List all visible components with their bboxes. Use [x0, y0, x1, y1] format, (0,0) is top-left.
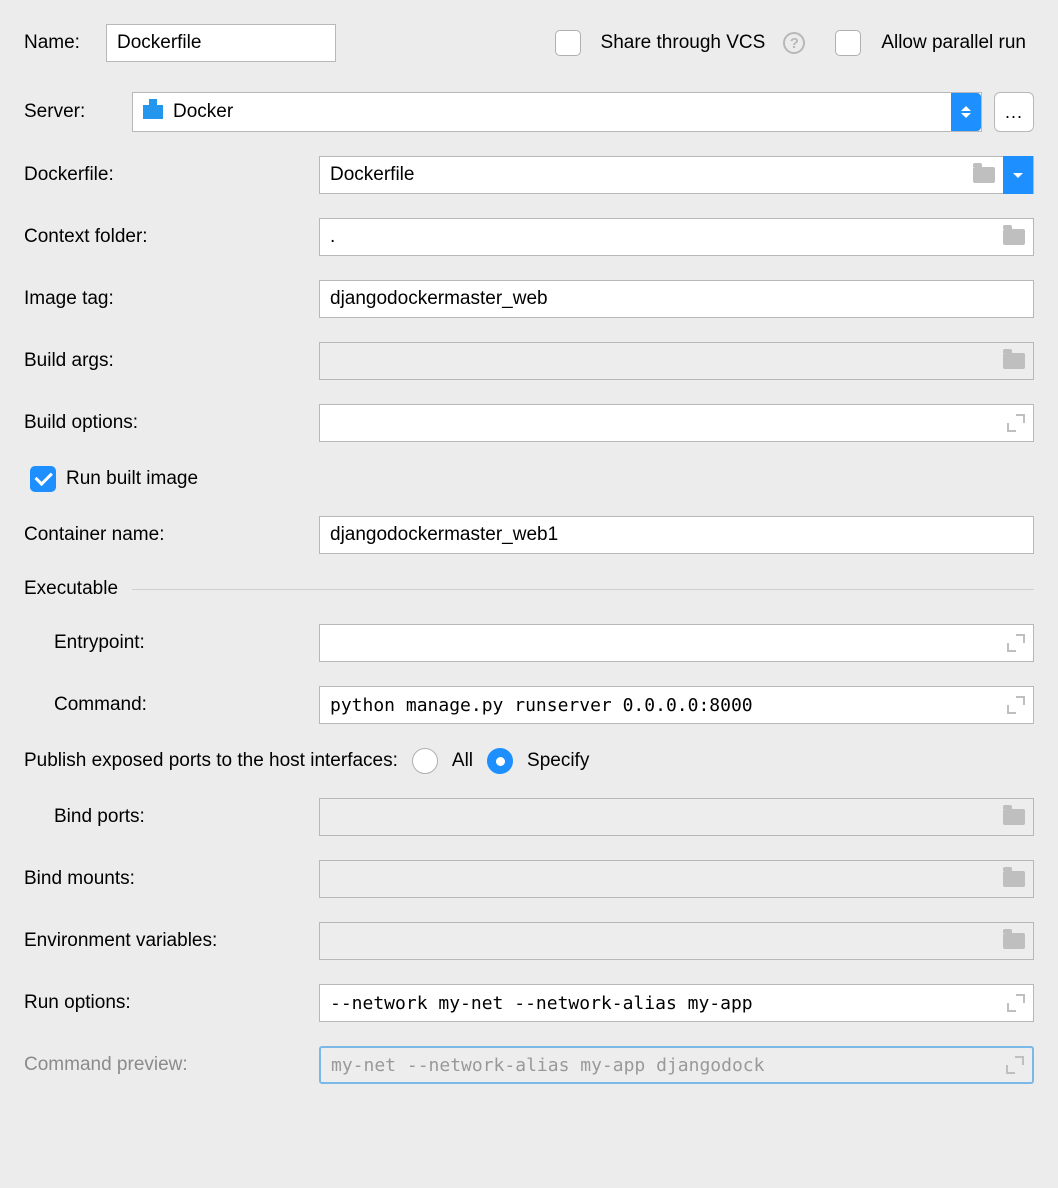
executable-section-label: Executable	[24, 578, 118, 600]
folder-icon[interactable]	[1003, 933, 1025, 949]
publish-ports-specify-label: Specify	[527, 750, 589, 772]
executable-section-header: Executable	[24, 578, 1034, 600]
chevron-down-icon[interactable]	[1003, 156, 1033, 194]
run-options-field[interactable]: --network my-net --network-alias my-app	[319, 984, 1034, 1022]
bind-ports-label: Bind ports:	[24, 806, 319, 828]
expand-icon[interactable]	[1007, 634, 1025, 652]
command-value: python manage.py runserver 0.0.0.0:8000	[330, 695, 1007, 716]
context-folder-row: Context folder: .	[24, 218, 1034, 256]
run-options-label: Run options:	[24, 992, 319, 1014]
image-tag-label: Image tag:	[24, 288, 319, 310]
share-vcs-checkbox[interactable]	[555, 30, 581, 56]
server-browse-button[interactable]: ...	[994, 92, 1034, 132]
command-preview-field[interactable]: my-net --network-alias my-app djangodock	[319, 1046, 1034, 1084]
folder-icon[interactable]	[1003, 353, 1025, 369]
build-options-field[interactable]	[319, 404, 1034, 442]
server-combo[interactable]: Docker	[132, 92, 982, 132]
bind-mounts-row: Bind mounts:	[24, 860, 1034, 898]
entrypoint-field[interactable]	[319, 624, 1034, 662]
share-vcs-label: Share through VCS	[601, 32, 766, 54]
command-preview-row: Command preview: my-net --network-alias …	[24, 1046, 1034, 1084]
bind-ports-row: Bind ports:	[24, 798, 1034, 836]
folder-icon[interactable]	[1003, 809, 1025, 825]
publish-ports-all-radio[interactable]	[412, 748, 438, 774]
allow-parallel-label: Allow parallel run	[881, 32, 1026, 54]
server-label: Server:	[24, 101, 132, 123]
folder-icon[interactable]	[1003, 871, 1025, 887]
build-options-label: Build options:	[24, 412, 319, 434]
bind-ports-field[interactable]	[319, 798, 1034, 836]
publish-ports-row: Publish exposed ports to the host interf…	[24, 748, 1034, 774]
top-row: Name: Share through VCS ? Allow parallel…	[24, 24, 1034, 62]
name-input[interactable]	[106, 24, 336, 62]
bind-mounts-label: Bind mounts:	[24, 868, 319, 890]
run-options-value: --network my-net --network-alias my-app	[330, 993, 1007, 1014]
docker-icon	[143, 105, 163, 119]
publish-ports-label: Publish exposed ports to the host interf…	[24, 750, 398, 772]
expand-icon[interactable]	[1007, 414, 1025, 432]
build-options-row: Build options:	[24, 404, 1034, 442]
env-vars-row: Environment variables:	[24, 922, 1034, 960]
allow-parallel-checkbox[interactable]	[835, 30, 861, 56]
folder-icon[interactable]	[1003, 229, 1025, 245]
env-vars-field[interactable]	[319, 922, 1034, 960]
context-folder-label: Context folder:	[24, 226, 319, 248]
build-args-row: Build args:	[24, 342, 1034, 380]
dockerfile-label: Dockerfile:	[24, 164, 319, 186]
dockerfile-field[interactable]: Dockerfile	[319, 156, 1034, 194]
container-name-row: Container name:	[24, 516, 1034, 554]
image-tag-row: Image tag:	[24, 280, 1034, 318]
bind-mounts-field[interactable]	[319, 860, 1034, 898]
publish-ports-all-label: All	[452, 750, 473, 772]
dockerfile-value: Dockerfile	[330, 164, 973, 186]
command-preview-label: Command preview:	[24, 1054, 319, 1076]
run-options-row: Run options: --network my-net --network-…	[24, 984, 1034, 1022]
run-built-label: Run built image	[66, 468, 198, 490]
name-label: Name:	[24, 32, 80, 54]
build-args-field[interactable]	[319, 342, 1034, 380]
command-field[interactable]: python manage.py runserver 0.0.0.0:8000	[319, 686, 1034, 724]
publish-ports-specify-radio[interactable]	[487, 748, 513, 774]
context-folder-field[interactable]: .	[319, 218, 1034, 256]
build-args-label: Build args:	[24, 350, 319, 372]
run-built-row: Run built image	[30, 466, 1034, 492]
entrypoint-row: Entrypoint:	[24, 624, 1034, 662]
context-folder-value: .	[330, 226, 1003, 248]
env-vars-label: Environment variables:	[24, 930, 319, 952]
dockerfile-row: Dockerfile: Dockerfile	[24, 156, 1034, 194]
container-name-label: Container name:	[24, 524, 319, 546]
container-name-input[interactable]	[319, 516, 1034, 554]
expand-icon[interactable]	[1006, 1056, 1024, 1074]
chevron-updown-icon	[951, 93, 981, 131]
server-row: Server: Docker ...	[24, 92, 1034, 132]
command-row: Command: python manage.py runserver 0.0.…	[24, 686, 1034, 724]
help-icon[interactable]: ?	[783, 32, 805, 54]
image-tag-input[interactable]	[319, 280, 1034, 318]
command-preview-value: my-net --network-alias my-app djangodock	[331, 1055, 1006, 1076]
server-value: Docker	[173, 101, 233, 123]
run-built-checkbox[interactable]	[30, 466, 56, 492]
expand-icon[interactable]	[1007, 994, 1025, 1012]
expand-icon[interactable]	[1007, 696, 1025, 714]
command-label: Command:	[24, 694, 319, 716]
entrypoint-label: Entrypoint:	[24, 632, 319, 654]
folder-icon[interactable]	[973, 167, 995, 183]
section-divider	[132, 589, 1034, 590]
